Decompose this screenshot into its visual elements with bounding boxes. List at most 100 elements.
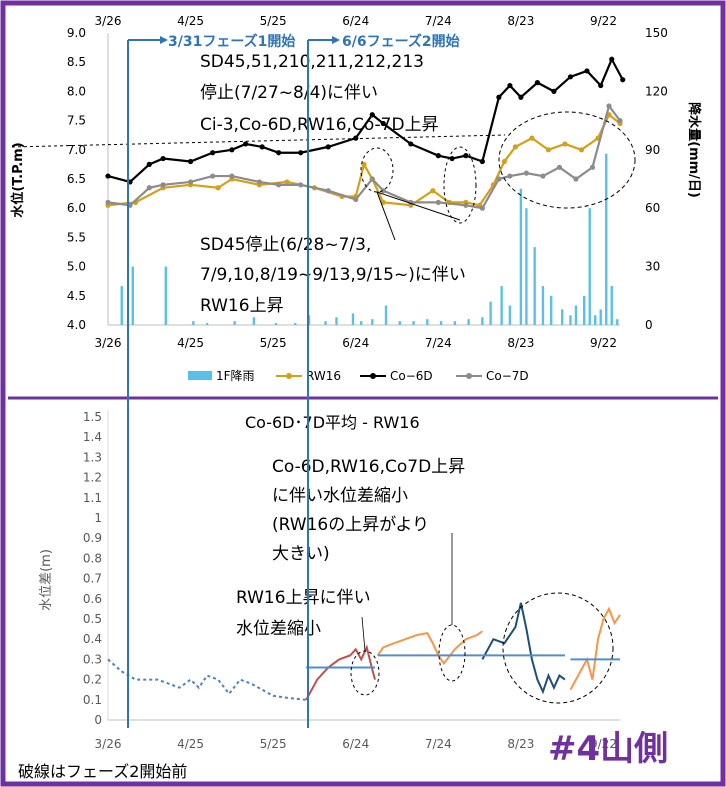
bottom-y-tick: 1.3 bbox=[83, 450, 102, 464]
top-x-tick-lower: 3/26 bbox=[95, 336, 122, 350]
rain-bar bbox=[525, 208, 528, 325]
series-point-RW16 bbox=[284, 179, 290, 185]
rain-bar bbox=[426, 319, 429, 325]
series-point-Co−6D bbox=[435, 153, 441, 159]
series-point-Co−7D bbox=[479, 205, 485, 211]
series-point-Co−6D bbox=[210, 150, 216, 156]
top-y-ticks: 9.0 8.5 8.0 7.5 7.0 6.5 6.0 5.5 5.0 4.5 4.0 bbox=[67, 26, 86, 332]
series-point-Co−6D bbox=[369, 112, 375, 118]
bottom-y-tick: 0.1 bbox=[83, 693, 102, 707]
bottom-y-tick: 0.4 bbox=[83, 632, 102, 646]
bottom-x-tick: 4/25 bbox=[177, 737, 204, 751]
series-point-RW16 bbox=[545, 147, 552, 153]
rain-bar bbox=[293, 323, 297, 325]
bottom-y-tick: 0.5 bbox=[83, 612, 102, 626]
difference-line-segment bbox=[305, 644, 376, 701]
bottom-x-tick: 6/24 bbox=[342, 737, 369, 751]
series-point-Co−7D bbox=[298, 182, 304, 188]
bottom-chart-title: Co-6D･7D平均 - RW16 bbox=[245, 413, 420, 432]
series-point-RW16 bbox=[529, 135, 535, 141]
annotation-bottom-line4: 大きい) bbox=[272, 544, 330, 564]
bottom-y-tick: 1.5 bbox=[83, 410, 102, 424]
bottom-y-tick: 1.1 bbox=[83, 491, 102, 505]
bottom-y-tick: 0.8 bbox=[83, 551, 102, 565]
top-x-tick-lower: 5/25 bbox=[260, 336, 287, 350]
top-x-tick-lower: 4/25 bbox=[177, 336, 204, 350]
callout-circle-6 bbox=[502, 592, 614, 704]
top-y-tick: 5.5 bbox=[67, 230, 86, 244]
series-point-Co−6D bbox=[380, 120, 386, 127]
rain-bar bbox=[360, 321, 363, 325]
top-chart: 9.0 8.5 8.0 7.5 7.0 6.5 6.0 5.5 5.0 4.5 4.0 150 120… bbox=[10, 14, 702, 383]
legend-label-co7d: Co−7D bbox=[486, 369, 529, 383]
top-x-tick-upper: 7/24 bbox=[425, 14, 452, 28]
legend-swatch-rain bbox=[188, 371, 212, 380]
series-point-Co−7D bbox=[496, 176, 502, 182]
series-point-Co−6D bbox=[598, 82, 604, 89]
rain-bar bbox=[549, 295, 553, 325]
leader-line-4 bbox=[361, 616, 366, 652]
callout-ellipse-4 bbox=[350, 650, 380, 696]
series-point-RW16 bbox=[512, 144, 518, 150]
series-point-Co−7D bbox=[617, 118, 623, 124]
series-point-Co−6D bbox=[479, 158, 485, 165]
leader-line-2 bbox=[376, 191, 396, 241]
rain-bar bbox=[583, 295, 586, 325]
series-point-Co−6D bbox=[229, 147, 235, 153]
annotation-bottom-line2: に伴い水位差縮小 bbox=[272, 486, 408, 506]
top-x-tick-upper: 5/25 bbox=[260, 14, 287, 28]
rain-bar bbox=[205, 323, 209, 325]
annotation-bottom-line5: RW16上昇に伴い bbox=[236, 588, 371, 608]
footnote: 破線はフェーズ2開始前 bbox=[18, 762, 187, 781]
series-point-Co−7D bbox=[573, 176, 579, 182]
top-y-tick: 6.0 bbox=[67, 201, 86, 215]
rain-bars bbox=[120, 153, 619, 325]
series-point-Co−7D bbox=[325, 188, 331, 194]
rain-bar bbox=[335, 317, 338, 325]
phase1-label: 3/31フェーズ1開始 bbox=[168, 33, 295, 50]
phase-markers: 3/31フェーズ1開始 6/6フェーズ2開始 bbox=[127, 33, 460, 728]
top-x-ticks-lower: 3/26 4/25 5/25 6/24 7/24 8/23 9/22 bbox=[95, 336, 617, 350]
rain-bar bbox=[274, 323, 278, 325]
bottom-x-tick: 3/26 bbox=[95, 737, 122, 751]
top-series bbox=[105, 56, 626, 211]
bottom-y-ticks: 1.5 1.4 1.3 1.2 1.1 1 0.9 0.8 0.7 0.6 0.5 0.4 0.3 0.2… bbox=[83, 410, 102, 727]
rain-bar bbox=[252, 317, 256, 325]
series-point-Co−6D bbox=[146, 161, 152, 167]
legend-marker-rw16 bbox=[286, 373, 292, 379]
legend-marker-co6d bbox=[370, 373, 376, 379]
bottom-x-tick: 8/23 bbox=[507, 737, 534, 751]
series-point-RW16 bbox=[578, 147, 585, 153]
legend-label-rw16: RW16 bbox=[306, 369, 341, 383]
leader-line-3 bbox=[376, 191, 461, 221]
rain-bar bbox=[605, 153, 608, 325]
top-x-tick-lower: 7/24 bbox=[425, 336, 452, 350]
top-y-tick: 4.0 bbox=[67, 318, 86, 332]
top-x-tick-upper: 9/22 bbox=[590, 14, 617, 28]
rain-bar bbox=[384, 305, 388, 325]
series-point-Co−7D bbox=[276, 182, 282, 188]
series-point-Co−7D bbox=[463, 202, 469, 208]
bottom-y-tick: 0 bbox=[94, 713, 102, 727]
legend-label-co6d: Co−6D bbox=[390, 369, 433, 383]
rain-bar bbox=[599, 309, 602, 325]
rain-bar bbox=[467, 319, 470, 325]
callout-ellipse-5 bbox=[438, 624, 466, 682]
series-point-Co−7D bbox=[146, 185, 152, 191]
series-point-RW16 bbox=[430, 188, 436, 194]
bottom-x-tick: 9/22 bbox=[590, 737, 617, 751]
callout-ellipse-2 bbox=[443, 146, 477, 224]
rain-bar bbox=[610, 286, 613, 325]
series-point-Co−7D bbox=[606, 103, 612, 109]
callout-ellipse-1 bbox=[360, 147, 394, 193]
top-y-tick: 7.0 bbox=[67, 143, 86, 157]
top-y2-tick: 90 bbox=[645, 143, 660, 157]
top-y2-tick: 30 bbox=[645, 260, 660, 274]
rain-bar bbox=[412, 321, 415, 325]
rain-bar bbox=[560, 309, 564, 325]
rain-bar bbox=[164, 266, 168, 325]
top-x-tick-lower: 6/24 bbox=[342, 336, 369, 350]
series-point-Co−6D bbox=[584, 68, 590, 74]
rain-bar bbox=[481, 317, 484, 325]
bottom-y-axis-label: 水位差(m) bbox=[39, 549, 54, 611]
